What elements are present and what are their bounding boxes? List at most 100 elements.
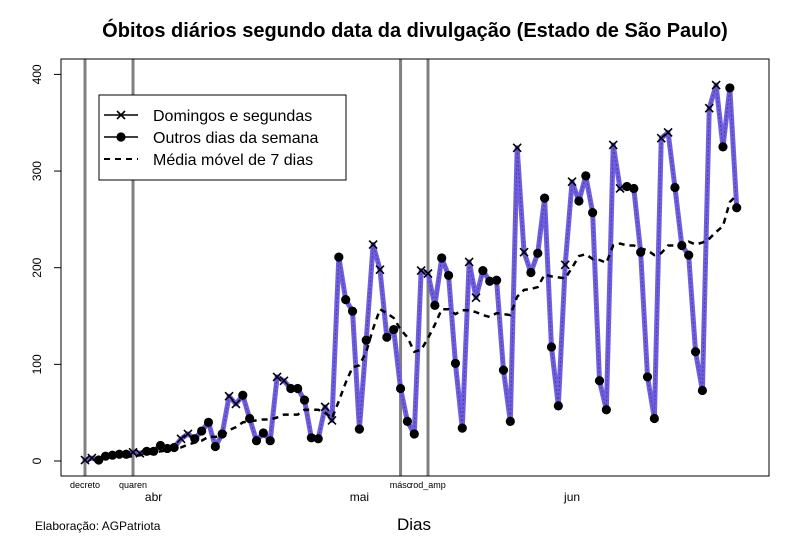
point-circle [642,372,653,382]
point-circle [190,434,200,444]
point-circle [450,358,461,368]
point-x-marker [416,266,426,276]
point-x-marker [608,140,618,150]
month-label-2: jun [563,490,580,504]
moving-average-line [125,194,738,459]
point-circle [409,429,419,439]
point-x-marker [368,239,378,250]
point-circle [690,347,701,357]
point-circle [114,449,124,459]
point-x-marker [327,415,337,425]
point-circle [107,450,118,460]
point-x-marker [471,293,481,303]
point-circle [732,203,742,213]
x-axis-label: Dias [397,515,431,534]
point-circle [684,250,694,260]
point-circle [354,424,364,434]
chart-title: Óbitos diários segundo data da divulgaçã… [102,18,728,42]
point-circle [203,417,214,427]
point-circle [540,193,550,203]
point-circle [149,446,159,456]
point-circle [670,182,680,193]
point-circle [718,142,728,152]
point-circle [636,247,646,257]
legend: Domingos e segundas Outros dias da semana… [98,94,347,181]
point-x-marker [567,177,577,187]
point-circle [402,416,413,426]
point-circle [553,401,563,411]
credit-text: Elaboração: AGPatriota [35,519,161,533]
event-label-1: quaren [119,480,147,490]
point-circle [395,383,406,394]
y-axis: 0 100 200 300 400 [30,64,62,464]
point-x-marker [320,402,330,412]
point-circle [100,451,111,461]
legend-entry-2: Média móvel de 7 dias [153,152,313,169]
point-circle [588,208,598,218]
legend-box [98,94,347,181]
point-circle [594,376,605,386]
point-x-marker [231,399,241,409]
event-label-0: decreto [70,480,100,490]
point-circle [245,413,255,424]
point-circle [492,275,502,285]
point-circle [649,413,659,424]
point-circle [601,405,611,415]
point-x-marker [464,257,474,267]
point-x-marker [375,265,385,275]
point-x-marker [560,260,570,270]
point-circle [142,446,152,456]
point-circle [505,416,515,426]
point-circle [162,443,172,454]
legend-entry-1: Outros dias da semana [153,130,319,147]
point-x-marker [512,143,522,153]
legend-circle-marker [116,132,126,142]
point-circle [251,436,262,446]
point-circle [313,434,323,444]
points-layer [80,80,742,465]
point-circle [485,276,495,286]
legend-entry-0: Domingos e segundas [153,108,312,125]
month-label-0: abr [145,490,162,504]
point-circle [533,248,543,258]
point-circle [94,455,104,465]
point-circle [457,423,467,433]
point-x-marker [224,391,234,401]
point-circle [478,265,488,276]
point-circle [382,332,392,342]
point-circle [169,442,179,453]
point-circle [197,426,207,436]
point-circle [286,383,296,394]
point-circle [210,441,220,452]
point-circle [121,449,131,459]
y-tick-label-2: 200 [30,257,44,277]
y-tick-label-0: 0 [30,457,44,464]
point-x-marker [519,247,529,257]
point-circle [238,390,248,400]
point-circle [697,385,708,396]
y-tick-label-3: 300 [30,161,44,181]
month-label-1: mai [350,490,369,504]
point-circle [443,270,454,281]
point-circle [299,395,310,405]
point-x-marker [279,376,289,386]
point-circle [265,436,275,446]
point-circle [334,252,344,262]
point-x-marker [80,455,90,465]
point-circle [430,300,440,310]
point-circle [361,335,371,345]
event-label-2: másc [390,480,412,490]
point-circle [526,267,536,278]
point-circle [677,240,687,251]
point-circle [389,324,399,335]
y-tick-label-1: 100 [30,354,44,374]
point-circle [347,306,358,316]
point-circle [306,433,316,443]
point-circle [629,183,639,194]
point-x-marker [272,372,282,382]
point-x-marker [711,80,721,90]
point-circle [293,383,303,394]
point-x-marker [176,434,186,444]
